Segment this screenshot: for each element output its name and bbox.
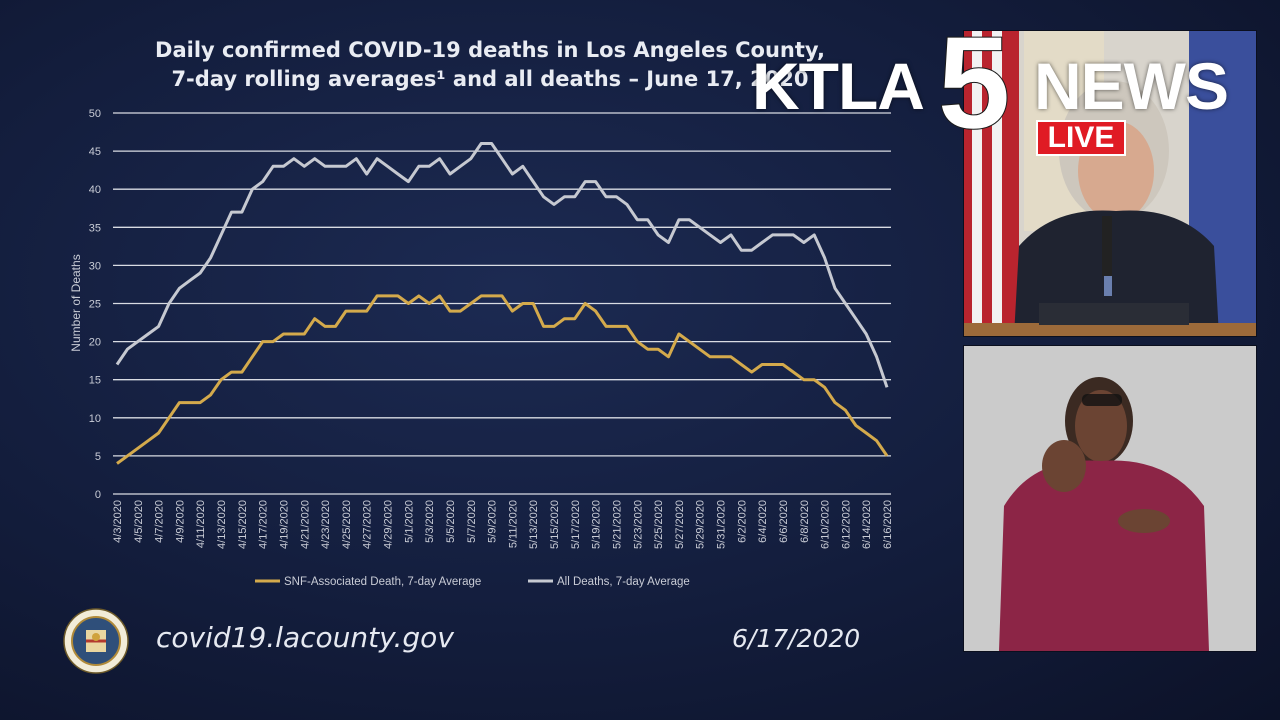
interpreter-video-feed <box>963 345 1257 652</box>
footer-date: 6/17/2020 <box>732 624 861 653</box>
x-tick-label: 5/9/2020 <box>487 500 499 543</box>
chart-series <box>115 142 889 465</box>
x-tick-label: 4/7/2020 <box>154 500 166 543</box>
x-tick-label: 6/12/2020 <box>840 500 852 549</box>
series-line-0 <box>116 294 889 465</box>
x-tick-label: 5/23/2020 <box>632 500 644 549</box>
line-chart: 0 5 10 15 20 25 30 35 40 45 50 Number of Deaths 4/3/… <box>69 108 894 588</box>
x-tick-label: 5/15/2020 <box>549 500 561 549</box>
x-tick-label: 4/19/2020 <box>278 500 290 549</box>
speaker-video-feed <box>963 30 1257 337</box>
legend-label-0: SNF-Associated Death, 7-day Average <box>284 576 481 588</box>
logo-news-text: NEWS <box>1034 49 1229 123</box>
x-tick-label: 5/5/2020 <box>445 500 457 543</box>
x-tick-label: 5/7/2020 <box>466 500 478 543</box>
y-tick-label: 45 <box>89 146 101 158</box>
y-tick-label: 5 <box>95 451 101 463</box>
x-tick-label: 6/6/2020 <box>778 500 790 543</box>
live-badge: LIVE <box>1036 120 1126 156</box>
x-tick-label: 5/13/2020 <box>528 500 540 549</box>
x-tick-label: 5/11/2020 <box>507 500 519 548</box>
channel-five-logo: 5 <box>937 24 1011 144</box>
x-tick-label: 4/5/2020 <box>133 500 145 543</box>
chart-legend: SNF-Associated Death, 7-day Average All D… <box>255 576 690 588</box>
x-tick-label: 4/15/2020 <box>237 500 249 549</box>
ktla-5-news-logo: KTLA 5 NEWS LIVE <box>748 24 1229 164</box>
x-tick-label: 4/23/2020 <box>320 500 332 549</box>
x-tick-label: 4/17/2020 <box>258 500 270 549</box>
y-tick-label: 15 <box>89 375 101 387</box>
x-tick-label: 5/1/2020 <box>403 500 415 543</box>
x-tick-label: 6/4/2020 <box>757 500 769 543</box>
x-tick-label: 4/13/2020 <box>216 500 228 549</box>
county-seal-logo <box>63 608 129 674</box>
chart-gridlines <box>113 112 891 495</box>
y-tick-label: 50 <box>89 108 101 120</box>
y-tick-label: 40 <box>89 184 101 196</box>
x-tick-label: 6/16/2020 <box>882 500 894 549</box>
y-tick-label: 0 <box>95 489 101 501</box>
interpreter-video-image <box>964 346 1256 651</box>
y-tick-label: 30 <box>89 260 101 272</box>
x-tick-label: 6/10/2020 <box>820 500 832 549</box>
x-tick-label: 4/9/2020 <box>174 500 186 543</box>
x-tick-label: 4/27/2020 <box>362 500 374 549</box>
x-tick-label: 6/14/2020 <box>861 500 873 549</box>
x-tick-label: 4/21/2020 <box>299 500 311 549</box>
x-tick-label: 5/17/2020 <box>570 500 582 549</box>
x-tick-label: 4/3/2020 <box>112 500 124 543</box>
logo-station-name: KTLA <box>752 49 925 123</box>
x-tick-label: 4/29/2020 <box>383 500 395 549</box>
y-tick-label: 10 <box>89 413 101 425</box>
x-tick-label: 4/11/2020 <box>195 500 207 548</box>
legend-label-1: All Deaths, 7-day Average <box>557 576 690 588</box>
x-tick-label: 5/27/2020 <box>674 500 686 549</box>
x-tick-label: 5/31/2020 <box>716 500 728 549</box>
x-tick-label: 5/19/2020 <box>591 500 603 549</box>
x-tick-label: 6/2/2020 <box>736 500 748 543</box>
x-tick-label: 6/8/2020 <box>799 500 811 543</box>
y-tick-label: 35 <box>89 222 101 234</box>
chart-title-line-2: 7-day rolling averages¹ and all deaths –… <box>171 67 809 91</box>
speaker-video-image <box>964 31 1256 336</box>
y-axis-label: Number of Deaths <box>69 254 83 351</box>
x-tick-label: 5/29/2020 <box>695 500 707 549</box>
chart-title: Daily confirmed COVID-19 deaths in Los A… <box>110 36 870 94</box>
chart-axes: 0 5 10 15 20 25 30 35 40 45 50 Number of Deaths 4/3/… <box>69 108 894 549</box>
footer-website-url: covid19.lacounty.gov <box>156 621 454 654</box>
y-tick-label: 20 <box>89 337 101 349</box>
x-tick-label: 5/25/2020 <box>653 500 665 549</box>
series-line-1 <box>115 142 889 388</box>
y-tick-label: 25 <box>89 299 101 311</box>
logo-channel-number: 5 <box>937 24 1010 144</box>
chart-title-line-1: Daily confirmed COVID-19 deaths in Los A… <box>155 38 825 62</box>
x-tick-label: 5/21/2020 <box>611 500 623 549</box>
x-tick-label: 5/3/2020 <box>424 500 436 543</box>
x-tick-label: 4/25/2020 <box>341 500 353 549</box>
